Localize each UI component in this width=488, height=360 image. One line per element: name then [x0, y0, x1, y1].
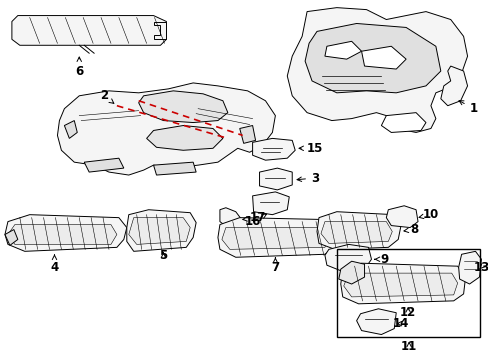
- Text: 15: 15: [299, 142, 323, 155]
- Polygon shape: [128, 218, 190, 244]
- Text: 9: 9: [374, 253, 387, 266]
- Polygon shape: [239, 126, 255, 143]
- Polygon shape: [324, 41, 361, 59]
- Polygon shape: [220, 208, 241, 228]
- Polygon shape: [340, 263, 465, 304]
- Polygon shape: [440, 66, 467, 106]
- Text: 10: 10: [418, 208, 438, 221]
- Polygon shape: [8, 225, 117, 244]
- Polygon shape: [305, 23, 440, 93]
- Text: 13: 13: [472, 261, 488, 274]
- Polygon shape: [361, 46, 406, 69]
- Bar: [336, 249, 480, 337]
- Polygon shape: [252, 192, 289, 215]
- Polygon shape: [84, 158, 123, 172]
- Polygon shape: [126, 210, 196, 251]
- Polygon shape: [259, 168, 292, 190]
- Polygon shape: [153, 162, 196, 175]
- Text: 6: 6: [75, 57, 83, 77]
- Polygon shape: [356, 309, 395, 334]
- Polygon shape: [153, 22, 166, 39]
- Polygon shape: [458, 251, 481, 284]
- Text: 5: 5: [159, 249, 167, 262]
- Polygon shape: [252, 138, 295, 160]
- Text: 2: 2: [100, 89, 114, 103]
- Polygon shape: [324, 244, 371, 271]
- Text: 11: 11: [400, 340, 416, 353]
- Polygon shape: [146, 126, 223, 150]
- Polygon shape: [218, 218, 336, 257]
- Text: 8: 8: [403, 223, 417, 236]
- Polygon shape: [386, 206, 417, 228]
- Text: 17: 17: [242, 211, 265, 224]
- Polygon shape: [320, 222, 391, 243]
- Text: 3: 3: [296, 171, 319, 185]
- Polygon shape: [381, 113, 425, 132]
- Polygon shape: [338, 261, 364, 284]
- Text: 7: 7: [271, 258, 279, 274]
- Polygon shape: [5, 215, 126, 251]
- Polygon shape: [12, 15, 166, 45]
- Polygon shape: [316, 212, 400, 249]
- Polygon shape: [139, 91, 227, 122]
- Text: 12: 12: [399, 306, 415, 319]
- Polygon shape: [222, 228, 328, 249]
- Polygon shape: [64, 121, 77, 138]
- Polygon shape: [343, 273, 457, 297]
- Polygon shape: [286, 8, 467, 132]
- Text: 4: 4: [50, 255, 59, 274]
- Polygon shape: [5, 230, 18, 246]
- Polygon shape: [57, 83, 275, 175]
- Text: 16: 16: [244, 214, 266, 228]
- Text: 14: 14: [392, 317, 408, 330]
- Text: 1: 1: [458, 101, 477, 115]
